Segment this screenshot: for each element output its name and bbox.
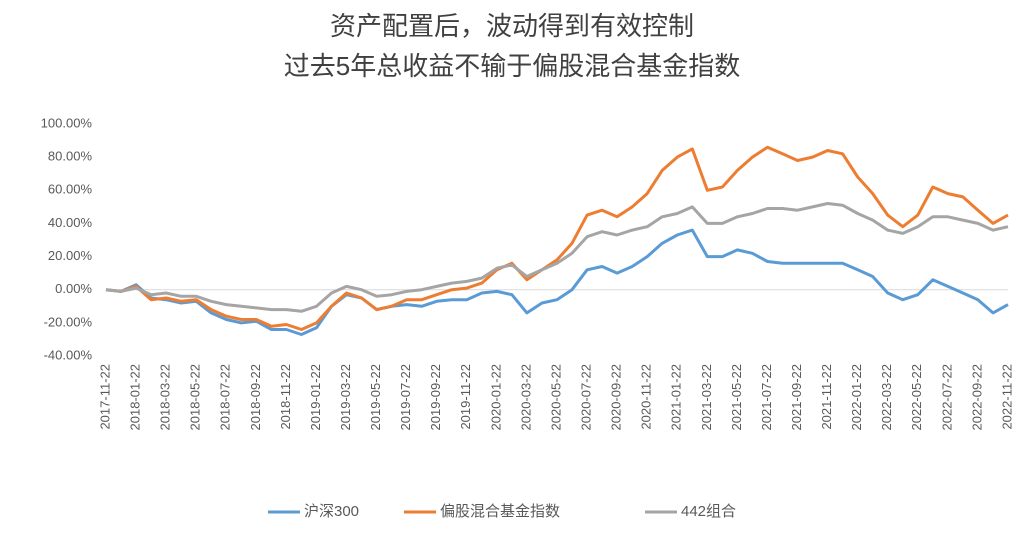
x-tick-label: 2020-11-22 [639,364,654,430]
series-line [105,145,1009,331]
x-tick-label: 2021-05-22 [729,364,744,431]
y-tick-label: 0.00% [55,281,92,296]
x-tick-label: 2020-05-22 [548,364,563,431]
x-tick-label: 2019-01-22 [308,364,323,431]
x-tick-label: 2022-07-22 [939,364,954,431]
x-tick-label: 2020-09-22 [609,364,624,431]
x-tick-label: 2018-05-22 [188,364,203,431]
x-tick-label: 2021-09-22 [789,364,804,431]
x-tick-label: 2019-09-22 [428,364,443,431]
x-tick-label: 2022-03-22 [879,364,894,431]
x-tick-label: 2018-07-22 [218,364,233,431]
legend-label: 442组合 [681,503,736,520]
x-tick-label: 2022-05-22 [909,364,924,431]
x-tick-label: 2021-11-22 [819,364,834,430]
x-tick-label: 2018-03-22 [158,364,173,431]
x-tick-label: 2019-07-22 [398,364,413,431]
x-tick-label: 2019-11-22 [458,364,473,430]
x-tick-label: 2019-03-22 [338,364,353,431]
series-line [105,228,1009,336]
x-tick-label: 2021-03-22 [699,364,714,431]
y-tick-label: 20.00% [48,248,93,263]
x-tick-label: 2020-01-22 [488,364,503,431]
y-tick-label: 60.00% [48,182,93,197]
x-tick-label: 2022-01-22 [849,364,864,431]
chart-title: 过去5年总收益不输于偏股混合基金指数 [284,51,740,81]
legend-label: 偏股混合基金指数 [440,503,560,520]
y-tick-label: -40.00% [44,347,93,362]
x-tick-label: 2018-09-22 [248,364,263,431]
y-tick-label: 40.00% [48,215,93,230]
legend-label: 沪深300 [304,503,359,520]
chart-title: 资产配置后，波动得到有效控制 [330,11,694,41]
x-tick-label: 2018-11-22 [278,364,293,430]
x-tick-label: 2018-01-22 [128,364,143,431]
y-tick-label: 100.00% [41,115,93,130]
x-tick-label: 2019-05-22 [368,364,383,431]
x-tick-label: 2022-09-22 [969,364,984,431]
y-tick-label: 80.00% [48,149,93,164]
x-tick-label: 2017-11-22 [97,364,112,430]
x-tick-label: 2022-11-22 [999,364,1014,430]
x-tick-label: 2020-03-22 [518,364,533,431]
x-tick-label: 2021-07-22 [759,364,774,431]
x-tick-label: 2021-01-22 [669,364,684,431]
series-line [105,202,1009,313]
x-tick-label: 2020-07-22 [579,364,594,431]
y-tick-label: -20.00% [44,314,93,329]
